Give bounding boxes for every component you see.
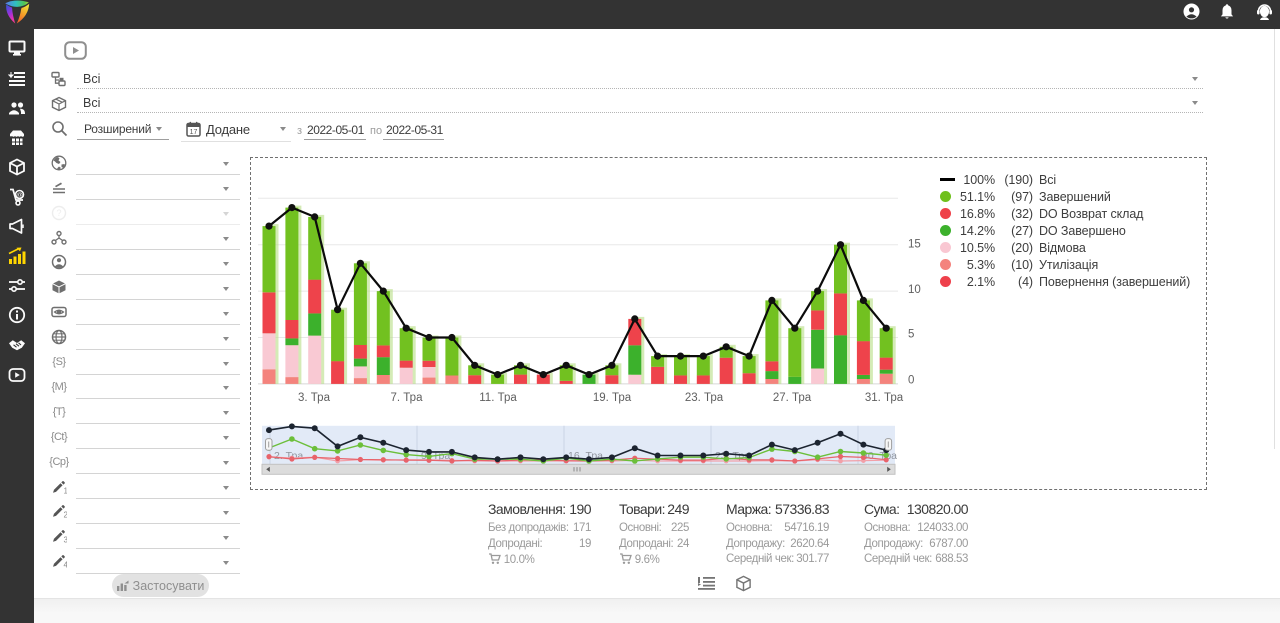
svg-text:4: 4 [64,561,68,570]
svg-text:15: 15 [908,239,921,251]
svg-text:23. Тра: 23. Тра [685,392,724,404]
svg-text:17: 17 [190,129,198,136]
svg-text:3: 3 [64,536,68,545]
svg-text:3. Тра: 3. Тра [298,392,331,404]
svg-text:7. Тра: 7. Тра [391,392,424,404]
svg-text:10: 10 [908,284,921,296]
svg-text:27. Тра: 27. Тра [773,392,812,404]
svg-text:2: 2 [64,511,68,520]
svg-text:5: 5 [908,328,914,340]
svg-text:31. Тра: 31. Тра [865,392,904,404]
svg-text:19. Тра: 19. Тра [593,392,632,404]
svg-text:0: 0 [908,375,914,387]
svg-text:1: 1 [64,486,68,495]
svg-text:11. Тра: 11. Тра [479,392,517,404]
svg-text:@: @ [16,192,23,199]
svg-text:?: ? [56,208,61,218]
